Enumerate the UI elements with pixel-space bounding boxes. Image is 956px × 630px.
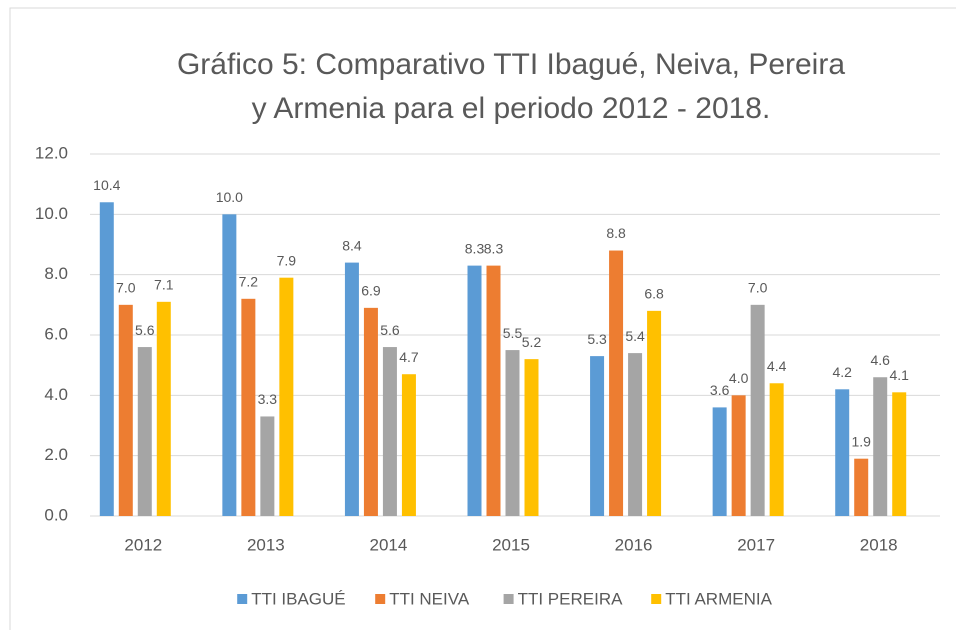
legend-label: TTI PEREIRA <box>518 589 624 608</box>
bar <box>222 214 237 517</box>
x-tick-label: 2014 <box>370 535 408 554</box>
value-label: 5.3 <box>587 331 607 347</box>
y-tick-label: 10.0 <box>35 204 68 223</box>
bar <box>873 377 888 516</box>
x-tick-label: 2018 <box>860 535 898 554</box>
y-tick-label: 8.0 <box>44 264 68 283</box>
y-tick-label: 4.0 <box>44 385 68 404</box>
bar <box>344 262 359 516</box>
legend-swatch <box>651 594 662 604</box>
y-tick-label: 0.0 <box>44 505 68 524</box>
bar <box>647 310 662 516</box>
bar <box>156 301 171 516</box>
legend-swatch <box>503 594 514 604</box>
bar <box>118 304 133 516</box>
bar <box>892 392 907 516</box>
value-label: 5.6 <box>135 322 155 338</box>
value-label: 5.6 <box>380 322 400 338</box>
value-label: 5.4 <box>625 328 645 344</box>
value-label: 1.9 <box>851 433 871 449</box>
value-label: 7.0 <box>748 280 768 296</box>
bar <box>750 304 765 516</box>
value-label: 8.3 <box>465 240 485 256</box>
value-label: 3.3 <box>258 391 278 407</box>
bar <box>731 395 746 516</box>
value-label: 4.1 <box>889 367 909 383</box>
bar <box>835 389 850 516</box>
value-label: 4.4 <box>767 358 787 374</box>
legend-label: TTI ARMENIA <box>665 589 772 608</box>
value-label: 6.9 <box>361 283 381 299</box>
bar <box>137 347 152 516</box>
bar <box>524 359 539 516</box>
legend-swatch <box>237 594 248 604</box>
value-label: 7.2 <box>239 274 259 290</box>
bar <box>609 250 624 517</box>
chart-title: Gráfico 5: Comparativo TTI Ibagué, Neiva… <box>177 48 845 81</box>
bar <box>854 458 869 516</box>
bar <box>712 407 727 516</box>
legend-label: TTI NEIVA <box>389 589 470 608</box>
value-label: 10.4 <box>93 177 120 193</box>
value-label: 4.6 <box>870 352 890 368</box>
chart-title: y Armenia para el periodo 2012 - 2018. <box>252 92 771 125</box>
value-label: 8.4 <box>342 237 362 253</box>
value-label: 5.2 <box>522 334 542 350</box>
bar <box>590 356 605 516</box>
legend-label: TTI IBAGUÉ <box>251 589 345 608</box>
legend-swatch <box>375 594 386 604</box>
bar <box>241 298 256 516</box>
value-label: 3.6 <box>710 382 730 398</box>
bar <box>279 277 294 516</box>
bar <box>401 374 416 516</box>
value-label: 4.7 <box>399 349 419 365</box>
y-tick-label: 12.0 <box>35 143 68 162</box>
value-label: 6.8 <box>644 286 664 302</box>
x-tick-label: 2016 <box>615 535 653 554</box>
bar <box>628 353 643 516</box>
value-label: 7.9 <box>277 252 297 268</box>
y-tick-label: 2.0 <box>44 445 68 464</box>
x-tick-label: 2012 <box>124 535 162 554</box>
value-label: 4.2 <box>832 364 852 380</box>
bar <box>382 347 397 516</box>
value-label: 7.1 <box>154 277 174 293</box>
bar <box>505 350 520 516</box>
value-label: 8.3 <box>484 240 504 256</box>
y-tick-label: 6.0 <box>44 324 68 343</box>
value-label: 10.0 <box>216 189 243 205</box>
value-label: 8.8 <box>606 225 626 241</box>
x-tick-label: 2013 <box>247 535 285 554</box>
bar <box>769 383 784 516</box>
x-tick-label: 2015 <box>492 535 530 554</box>
value-label: 4.0 <box>729 370 749 386</box>
bar <box>260 416 275 516</box>
value-label: 5.5 <box>503 325 523 341</box>
bar <box>99 202 114 516</box>
value-label: 7.0 <box>116 280 136 296</box>
bar <box>467 265 482 516</box>
bar <box>363 307 378 516</box>
x-tick-label: 2017 <box>737 535 775 554</box>
bar <box>486 265 501 516</box>
